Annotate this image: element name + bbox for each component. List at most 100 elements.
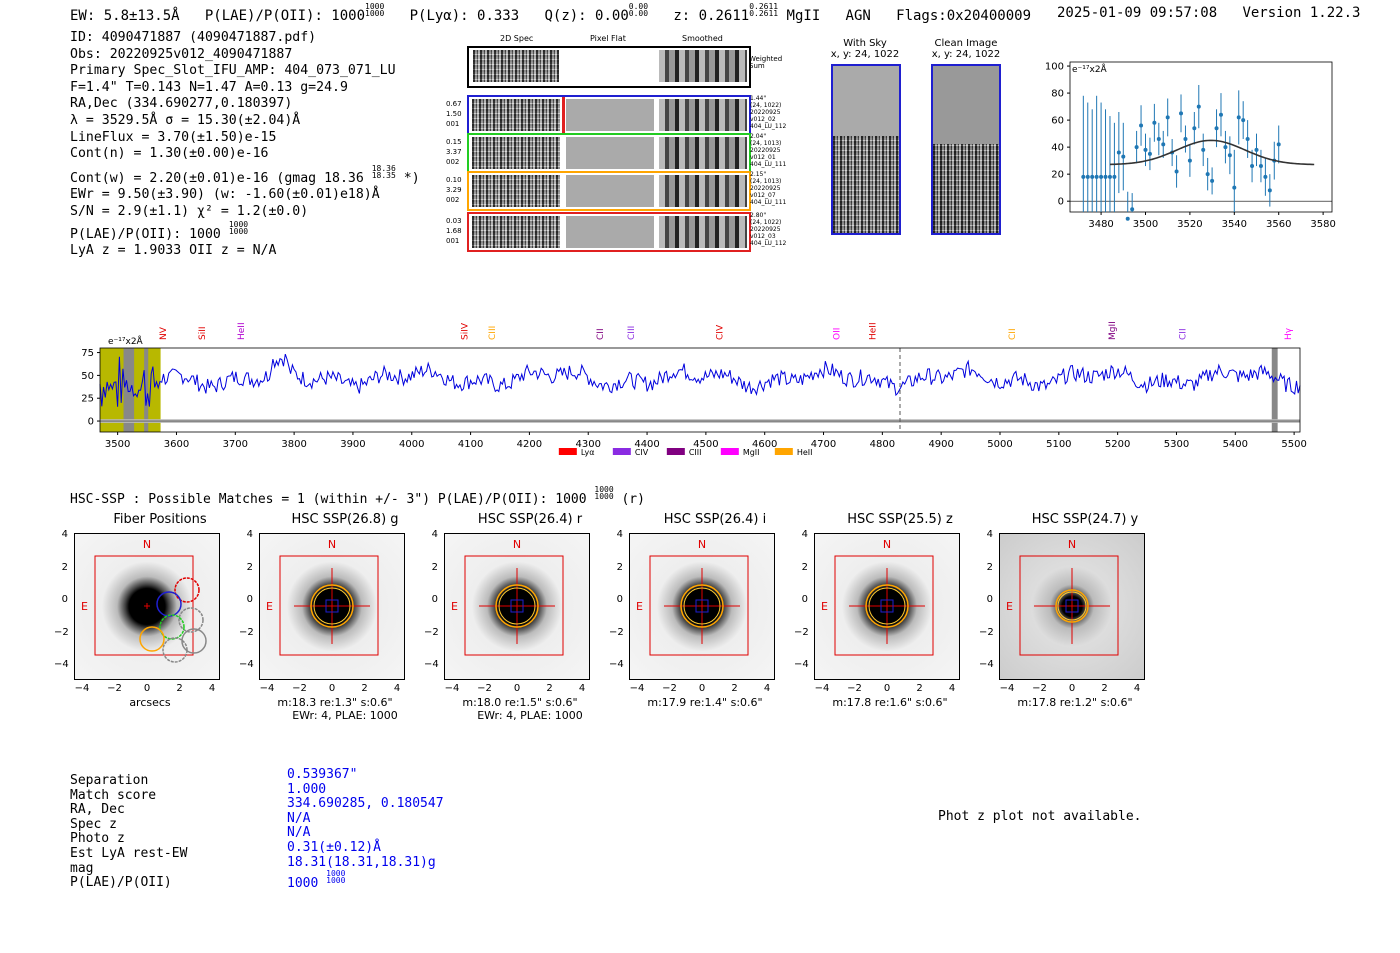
hsc-ytick: 0 [986, 594, 993, 605]
cutout-pixelflat [566, 137, 654, 169]
cutout-row-right-label: 2.04" (24, 1013) 20220925 v012_01 404_LU_111 [750, 133, 792, 168]
header-bar: EW: 5.8±13.5Å P(LAE)/P(OII): 10001000 100… [70, 2, 1031, 25]
emission-line-label: Hγ [1284, 327, 1294, 340]
scale-label: e⁻¹⁷x2Å [108, 335, 144, 347]
match-box [880, 599, 894, 613]
xtick-label: 5400 [1223, 439, 1248, 450]
hsc-panel-title: HSC SSP(24.7) y [1031, 512, 1139, 527]
info-primary: Primary Spec_Slot_IFU_AMP: 404_073_071_L… [70, 63, 396, 79]
header-right: 2025-01-09 09:57:08 Version 1.22.3 [1057, 5, 1360, 21]
search-box [649, 555, 749, 656]
aperture-circle-inner [1057, 591, 1087, 621]
emission-line-label: CIII [488, 326, 498, 340]
search-box [94, 555, 194, 656]
cutout-row [467, 171, 751, 211]
match-box [695, 599, 709, 613]
data-point [1232, 185, 1237, 190]
hsc-xtick: 0 [1068, 683, 1076, 694]
clean-image-header: Clean Image x, y: 24, 1022 [921, 38, 1011, 60]
masked-region [123, 348, 135, 432]
plot-frame [99, 347, 1301, 433]
match-table-label: mag [70, 860, 94, 876]
match-table-value: 334.690285, 0.180547 [287, 796, 444, 812]
xtick-label: 4200 [517, 439, 542, 450]
hsc-xtick: 4 [393, 683, 401, 694]
hsc-xtick: 0 [143, 683, 151, 694]
clean-image [931, 64, 1001, 235]
xtick-label: 3600 [164, 439, 189, 450]
hsc-xtick: 2 [176, 683, 183, 694]
col-label-pixelflat: Pixel Flat [590, 34, 626, 43]
legend-swatch [774, 448, 793, 455]
emission-line-label: CII [1008, 328, 1018, 340]
hsc-panel-title: HSC SSP(26.4) r [477, 512, 583, 527]
hsc-xtick: 4 [763, 683, 771, 694]
plot-frame [1069, 61, 1333, 213]
info-contw: Cont(w) = 2.20(±0.01)e-16 (gmag 18.36 18… [70, 163, 420, 186]
search-box [464, 555, 564, 656]
hsc-ytick: 4 [616, 529, 623, 540]
hsc-panel-xlabel: m:18.3 re:1.3" s:0.6" [277, 696, 393, 709]
xtick-label: 4900 [928, 439, 953, 450]
cutout-left-value: 001 [446, 237, 460, 245]
xtick-label: 3520 [1177, 219, 1202, 230]
xtick-label: 4100 [458, 439, 483, 450]
weighted-2dspec [473, 50, 559, 82]
data-point [1241, 118, 1246, 123]
xtick-label: 5200 [1105, 439, 1130, 450]
legend-swatch [612, 448, 631, 455]
data-point [1250, 164, 1255, 169]
cutout-right-value: v012_02 [750, 116, 776, 123]
ytick-label: 75 [81, 348, 94, 359]
match-table-label: Est LyA rest-EW [70, 845, 188, 861]
aperture-circle-inner [313, 587, 351, 625]
info-obs: Obs: 20220925v012_4090471887 [70, 46, 293, 62]
hsc-panel-xlabel: m:17.9 re:1.4" s:0.6" [647, 696, 763, 709]
cutout-left-value: 0.15 [446, 138, 462, 146]
cutout-right-value: 20220925 [750, 147, 781, 154]
data-point [1258, 164, 1263, 169]
clean-image-title: Clean Image [934, 38, 998, 49]
hsc-ytick: 0 [616, 594, 623, 605]
match-table-value: N/A [287, 825, 311, 841]
xtick-label: 3580 [1310, 219, 1335, 230]
hsc-xtick: 2 [361, 683, 368, 694]
cutout-left-value: 001 [446, 120, 460, 128]
header-flags: Flags:0x20400009 [896, 8, 1031, 24]
fiber-circle [162, 637, 188, 663]
cutout-left-value: 0.67 [446, 100, 462, 108]
match-table-value: 1.000 [287, 781, 327, 797]
cutout-row-left-label: 0.10 3.29 002 [446, 175, 468, 205]
data-point [1116, 150, 1121, 155]
match-table-label: RA, Dec [70, 802, 125, 818]
hsc-overlay: NE [266, 538, 379, 656]
fit-curve [1109, 139, 1315, 166]
clean-image-xy: x, y: 24, 1022 [931, 49, 1001, 60]
data-point [1107, 174, 1112, 179]
hsc-ytick: 0 [801, 594, 808, 605]
cutout-left-value: 3.37 [446, 148, 462, 156]
data-point [1214, 126, 1219, 131]
hsc-ytick: 0 [61, 594, 68, 605]
hsc-xtick: 2 [1101, 683, 1108, 694]
hsc-xtick: 0 [328, 683, 336, 694]
info-id: ID: 4090471887 (4090471887.pdf) [70, 30, 317, 45]
info-params: F=1.4" T=0.143 N=1.47 A=0.13 g=24.9 [70, 79, 348, 95]
emission-line-label: SiIV [461, 322, 471, 340]
data-point [1267, 188, 1272, 193]
hsc-ytick: −2 [609, 626, 624, 638]
cutout-right-value: 404_LU_112 [750, 240, 787, 247]
data-point [1254, 147, 1259, 152]
search-box [834, 555, 934, 656]
data-point [1196, 104, 1201, 109]
header-plae: P(LAE)/P(OII): 1000 [204, 8, 366, 24]
hsc-panel-xlabel: m:17.8 re:1.6" s:0.6" [832, 696, 948, 709]
cutout-right-value: (24, 1013) [750, 140, 782, 147]
north-label: N [1068, 538, 1076, 551]
cutout-pixelflat [566, 99, 654, 131]
fiber-circle [178, 607, 204, 633]
hsc-overlay: NE [451, 538, 564, 656]
cutout-divider [562, 173, 565, 209]
cutout-row-left-label: 0.67 1.50 001 [446, 99, 468, 129]
match-table-value: 18.31(18.31,18.31)g [287, 854, 436, 870]
